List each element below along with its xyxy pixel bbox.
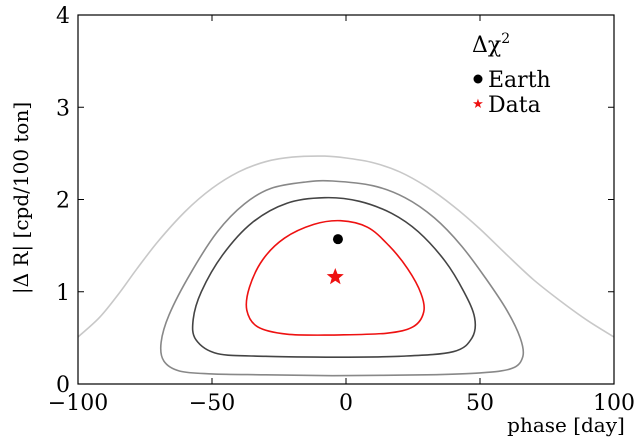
contour-line-1 <box>77 155 615 338</box>
legend: Δχ2 Earth ★ Data <box>472 31 551 118</box>
legend-data-marker: ★ <box>472 97 484 112</box>
contour-line-2 <box>159 179 525 377</box>
data-points-layer <box>326 234 344 285</box>
legend-earth-marker <box>473 74 483 84</box>
legend-data-label: Data <box>488 93 541 118</box>
point-data <box>326 268 344 285</box>
tick-labels-layer: −100 −50 0 50 100 0 1 2 3 4 <box>48 4 635 416</box>
point-earth <box>332 234 343 245</box>
plot-frame <box>77 14 615 385</box>
legend-title-superscript: 2 <box>501 31 510 47</box>
legend-earth-label: Earth <box>488 68 551 93</box>
contour-line-4 <box>245 219 426 336</box>
x-axis-label: phase [day] <box>507 413 625 437</box>
x-tick-label: 100 <box>593 391 635 416</box>
x-tick-label: −100 <box>48 391 108 416</box>
contours-layer <box>77 155 615 377</box>
contour-line-3 <box>191 196 477 358</box>
x-tick-label: 50 <box>466 391 494 416</box>
y-tick-label: 4 <box>56 4 70 29</box>
y-tick-label: 2 <box>56 189 70 214</box>
x-tick-label: 0 <box>339 391 353 416</box>
y-axis-label: |Δ R| [cpd/100 ton] <box>9 102 34 294</box>
y-tick-label: 1 <box>56 281 70 306</box>
y-tick-label: 3 <box>56 96 70 121</box>
legend-title: Δχ2 <box>472 31 510 58</box>
x-tick-label: −50 <box>189 391 235 416</box>
y-tick-label: 0 <box>56 373 70 398</box>
legend-title-base: Δχ <box>472 33 501 58</box>
